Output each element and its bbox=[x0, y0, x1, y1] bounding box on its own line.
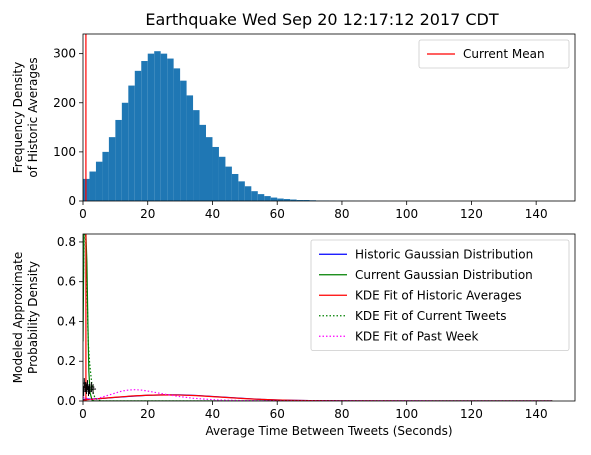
x-tick-label: 60 bbox=[270, 207, 285, 221]
histogram-bar bbox=[270, 197, 278, 201]
histogram-bar bbox=[257, 194, 265, 201]
histogram-bars bbox=[83, 51, 556, 201]
histogram-bar bbox=[290, 199, 297, 201]
x-tick-label: 40 bbox=[205, 407, 220, 421]
legend-label: Historic Gaussian Distribution bbox=[355, 247, 533, 261]
x-tick-label: 20 bbox=[140, 207, 155, 221]
histogram-bar bbox=[128, 85, 135, 201]
histogram-bar bbox=[193, 110, 200, 201]
histogram-bar bbox=[244, 186, 252, 201]
y-tick-label: 0.4 bbox=[57, 314, 76, 328]
legend-box bbox=[310, 239, 570, 351]
histogram-bar bbox=[167, 58, 174, 201]
histogram-bar bbox=[141, 61, 148, 201]
histogram-bar bbox=[199, 124, 206, 201]
histogram-bar bbox=[251, 191, 258, 201]
x-axis-label: Average Time Between Tweets (Seconds) bbox=[205, 424, 452, 438]
histogram-bar bbox=[296, 200, 304, 201]
histogram-bar bbox=[180, 80, 187, 201]
legend-label: Current Gaussian Distribution bbox=[355, 268, 533, 282]
y-tick-label: 100 bbox=[53, 145, 76, 159]
histogram-bar bbox=[186, 95, 194, 201]
histogram-bar bbox=[121, 102, 129, 201]
histogram-bar bbox=[303, 200, 310, 201]
x-tick-label: 20 bbox=[140, 407, 155, 421]
y-tick-label: 0.0 bbox=[57, 394, 76, 408]
histogram-bar bbox=[154, 51, 161, 201]
x-tick-label: 80 bbox=[334, 207, 349, 221]
legend-label: Current Mean bbox=[463, 47, 545, 61]
x-tick-label: 60 bbox=[270, 407, 285, 421]
x-tick-label: 120 bbox=[460, 407, 483, 421]
y-axis-label: of Historic Averages bbox=[26, 57, 40, 177]
histogram-bar bbox=[147, 53, 155, 201]
histogram-bar bbox=[102, 151, 109, 201]
x-tick-label: 140 bbox=[525, 207, 548, 221]
y-tick-label: 200 bbox=[53, 96, 76, 110]
histogram-bar bbox=[218, 156, 226, 201]
histogram-bar bbox=[89, 171, 96, 201]
histogram-bar bbox=[283, 199, 291, 201]
legend-label: KDE Fit of Historic Averages bbox=[355, 288, 522, 302]
y-tick-label: 0.8 bbox=[57, 235, 76, 249]
y-axis-label: Modeled Approximate bbox=[11, 252, 25, 384]
histogram-bar bbox=[95, 161, 103, 201]
x-tick-label: 120 bbox=[460, 207, 483, 221]
series-current-gaussian-distribution bbox=[83, 234, 553, 401]
histogram-bar bbox=[264, 196, 271, 201]
histogram-bar bbox=[238, 181, 245, 201]
axes-frame bbox=[82, 33, 576, 202]
chart-title: Earthquake Wed Sep 20 12:17:12 2017 CDT bbox=[145, 10, 499, 29]
y-axis-label: Frequency Density bbox=[11, 62, 25, 173]
histogram-bar bbox=[134, 70, 142, 201]
series-kde-fit-of-past-week bbox=[83, 389, 553, 401]
y-tick-label: 0 bbox=[68, 194, 76, 208]
axes-frame bbox=[82, 233, 576, 402]
x-tick-label: 80 bbox=[334, 407, 349, 421]
histogram-bar bbox=[108, 137, 116, 201]
x-tick-label: 40 bbox=[205, 207, 220, 221]
histogram-bar bbox=[225, 166, 232, 201]
histogram-bar bbox=[277, 198, 284, 201]
histogram-bar bbox=[173, 68, 181, 201]
y-axis-label: Probability Density bbox=[26, 261, 40, 374]
x-tick-label: 100 bbox=[395, 407, 418, 421]
bottom-density-panel: 0 20 40 60 80 100 120 140 0.0 0.2 0.4 0.6 0.8 Modeled… bbox=[11, 233, 576, 438]
legend-box bbox=[418, 39, 570, 69]
x-tick-label: 0 bbox=[79, 207, 87, 221]
histogram-bar bbox=[231, 173, 239, 201]
top-histogram-panel: 0 20 40 60 80 100 120 140 0 100 200 300 Frequency De… bbox=[11, 33, 576, 221]
histogram-bar bbox=[115, 119, 122, 201]
histogram-bar bbox=[212, 146, 219, 201]
x-tick-label: 0 bbox=[79, 407, 87, 421]
x-tick-label: 140 bbox=[525, 407, 548, 421]
series-kde-fit-of-current-tweets bbox=[83, 234, 553, 401]
y-tick-label: 300 bbox=[53, 47, 76, 61]
histogram-bar bbox=[160, 53, 168, 201]
legend-label: KDE Fit of Past Week bbox=[355, 329, 479, 343]
y-tick-label: 0.6 bbox=[57, 275, 76, 289]
histogram-bar bbox=[206, 137, 213, 201]
y-tick-label: 0.2 bbox=[57, 354, 76, 368]
x-tick-label: 100 bbox=[395, 207, 418, 221]
legend-label: KDE Fit of Current Tweets bbox=[355, 309, 507, 323]
